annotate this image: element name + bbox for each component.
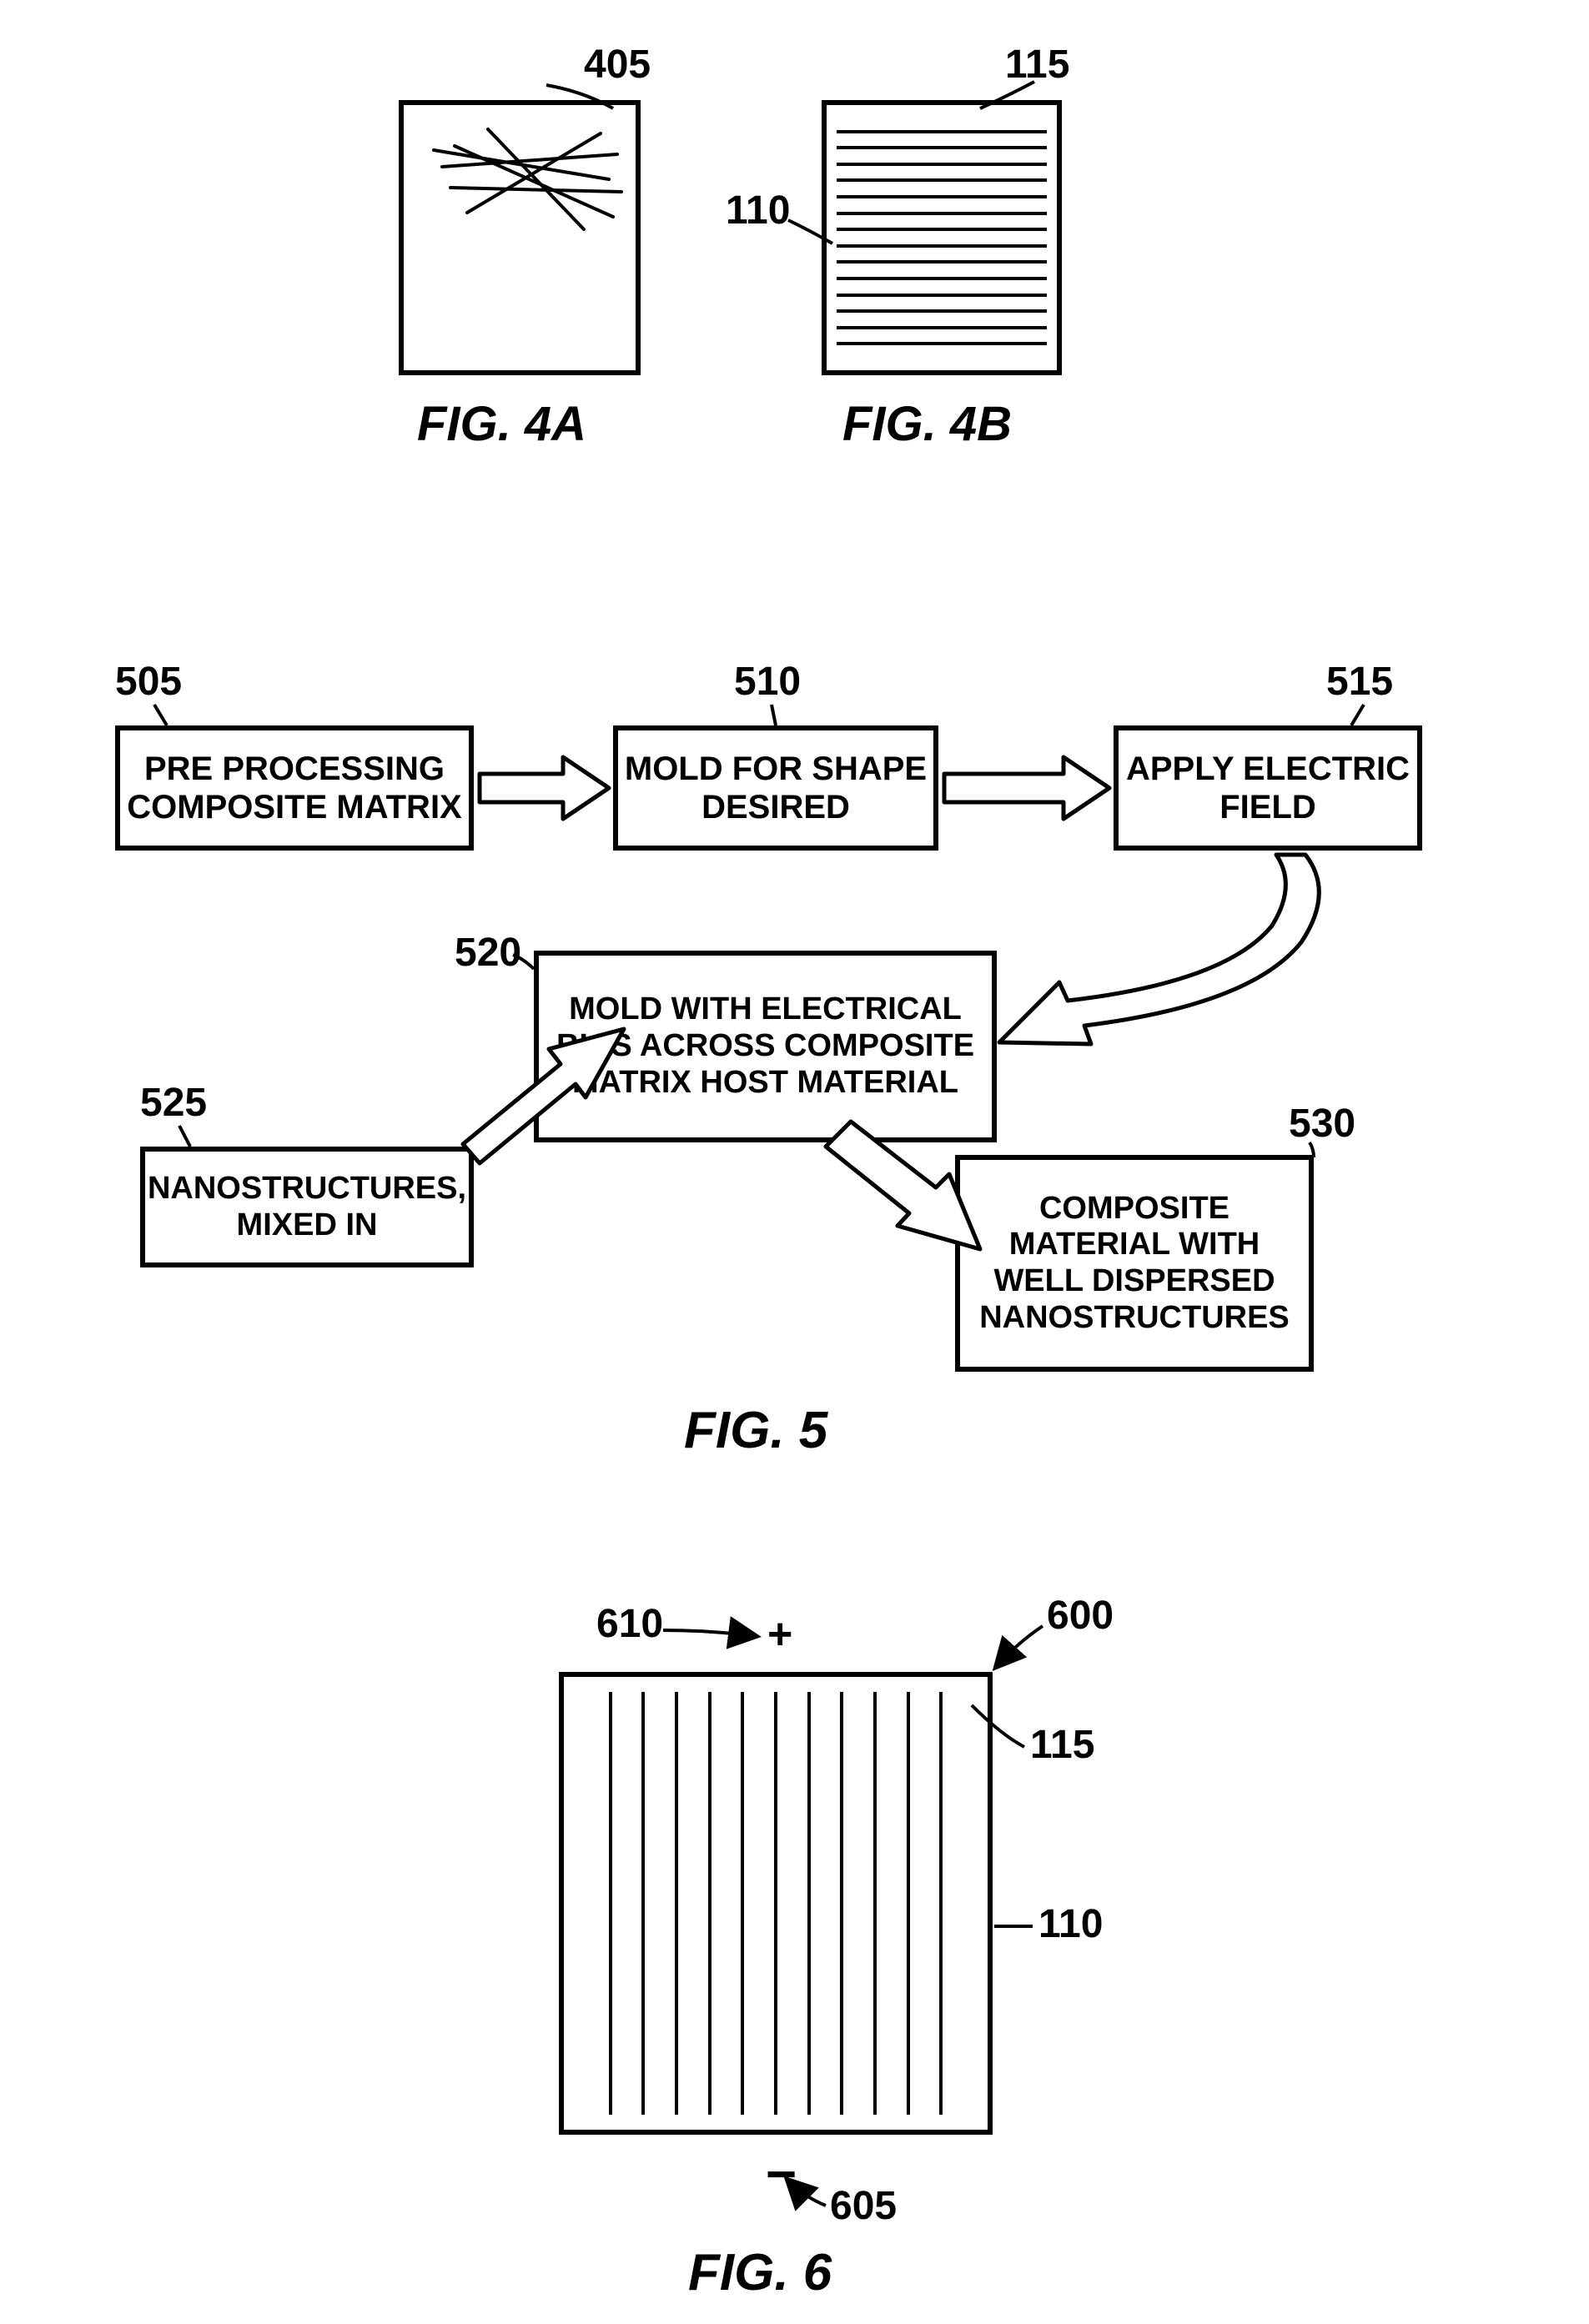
fig6-leaders: [0, 0, 1589, 2324]
fig6-caption: FIG. 6: [688, 2243, 832, 2302]
figure-page: 405 FIG. 4A 115 110 FIG. 4B PRE PROCESSI…: [0, 0, 1589, 2324]
